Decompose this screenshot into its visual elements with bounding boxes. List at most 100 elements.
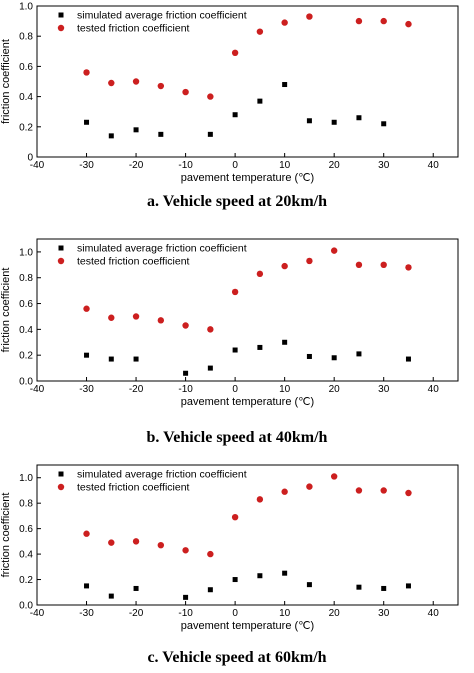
x-tick-label: -10 [178, 160, 193, 171]
y-tick-label: 0.6 [19, 524, 33, 535]
x-tick-label: 30 [378, 608, 390, 619]
data-point-tested [380, 261, 387, 269]
data-point-tested [281, 19, 288, 26]
data-point-simulated [158, 131, 164, 137]
data-point-tested [207, 326, 214, 333]
data-point-tested [405, 489, 412, 497]
x-tick-label: -20 [129, 608, 144, 619]
data-point-tested [405, 264, 412, 271]
x-tick-label: 30 [378, 384, 390, 395]
data-point-tested [207, 93, 214, 100]
data-point-tested [355, 487, 363, 494]
data-point-simulated [257, 344, 263, 350]
data-point-simulated [84, 583, 90, 589]
data-point-simulated [405, 356, 411, 362]
data-point-tested [330, 473, 338, 480]
legend-label: tested friction coefficient [77, 256, 190, 268]
y-tick-label: 0.8 [19, 32, 33, 43]
data-point-simulated [257, 573, 263, 579]
plot-frame [36, 5, 459, 158]
y-tick-label: 0.2 [19, 575, 33, 586]
y-tick-label: 0.2 [19, 122, 33, 133]
x-axis-label: pavement temperature (℃) [181, 172, 314, 184]
x-tick-label: 40 [428, 160, 440, 171]
legend-label: simulated average friction coefficient [77, 243, 247, 255]
data-point-simulated [306, 582, 312, 588]
legend-label: tested friction coefficient [77, 23, 190, 35]
data-point-simulated [331, 119, 337, 125]
y-tick-label: 0.2 [19, 351, 33, 362]
panel-caption: c. Vehicle speed at 60km/h [147, 649, 326, 666]
data-point-simulated [183, 594, 189, 600]
data-point-tested [231, 288, 239, 296]
data-point-tested [405, 20, 412, 28]
x-tick-label: -20 [129, 160, 144, 171]
data-point-simulated [257, 98, 263, 104]
x-tick-label: -10 [178, 384, 193, 395]
panel-caption: b. Vehicle speed at 40km/h [147, 429, 328, 446]
plot-frame [36, 238, 459, 382]
y-tick-label: 0.8 [19, 499, 33, 510]
data-point-tested [132, 78, 140, 85]
data-point-simulated [232, 347, 238, 353]
y-axis-label: friction coefficient [0, 268, 12, 353]
data-point-simulated [108, 133, 114, 139]
data-point-simulated [108, 356, 114, 362]
x-tick-label: -30 [79, 160, 94, 171]
data-point-simulated [306, 118, 312, 124]
data-point-tested [231, 513, 239, 521]
data-point-tested [108, 539, 115, 546]
y-tick-label: 1.0 [19, 473, 33, 484]
x-tick-label: 30 [378, 160, 390, 171]
data-point-tested [182, 322, 189, 329]
data-point-simulated [133, 585, 139, 591]
x-tick-label: 20 [329, 160, 341, 171]
x-tick-label: 10 [279, 160, 291, 171]
x-tick-label: -20 [129, 384, 144, 395]
y-tick-label: 0.4 [19, 550, 33, 561]
legend-marker-simulated [58, 12, 64, 18]
data-point-tested [83, 69, 90, 76]
chart-panel-1: -40 -30 -20 -10 0 10 20 30 40 0 0.2 0.4 0.6 0.8 1.0 pav… [0, 2, 459, 210]
legend-marker-simulated [58, 471, 64, 477]
data-point-tested [83, 305, 90, 312]
data-point-tested [108, 79, 115, 87]
data-point-tested [132, 538, 140, 545]
data-point-simulated [381, 585, 387, 591]
data-point-simulated [356, 584, 362, 590]
x-tick-label: -40 [30, 384, 45, 395]
data-point-simulated [84, 119, 90, 125]
data-point-tested [207, 550, 214, 558]
y-tick-label: 0.6 [19, 62, 33, 73]
y-tick-label: 1.0 [19, 2, 33, 13]
plot-frame [36, 464, 459, 606]
data-point-tested [281, 488, 288, 495]
x-tick-label: -40 [30, 608, 45, 619]
data-point-tested [281, 262, 288, 270]
data-point-simulated [84, 352, 90, 358]
data-point-simulated [356, 351, 362, 357]
x-tick-label: 0 [232, 608, 238, 619]
chart-panel-3: -40 -30 -20 -10 0 10 20 30 40 0.0 0.2 0.4 0.6 0.8 1.0 p… [0, 464, 459, 666]
y-tick-label: 0.8 [19, 273, 33, 284]
legend-label: tested friction coefficient [77, 482, 190, 494]
x-tick-label: 40 [428, 384, 440, 395]
data-point-simulated [232, 577, 238, 583]
data-point-tested [306, 257, 313, 265]
data-point-tested [108, 314, 115, 321]
data-point-simulated [306, 353, 312, 359]
y-tick-label: 0.0 [19, 377, 33, 388]
data-point-tested [256, 496, 264, 503]
data-point-simulated [207, 365, 213, 371]
y-tick-label: 0 [27, 153, 33, 164]
y-tick-label: 0.6 [19, 299, 33, 310]
data-point-tested [182, 88, 189, 96]
y-axis-label: friction coefficient [0, 39, 12, 124]
data-point-simulated [133, 127, 139, 133]
data-point-simulated [183, 370, 189, 376]
chart-panel-2: -40 -30 -20 -10 0 10 20 30 40 0.0 0.2 0.4 0.6 0.8 1.0 p… [0, 238, 459, 446]
x-tick-label: 0 [232, 384, 238, 395]
y-tick-label: 0.4 [19, 92, 33, 103]
